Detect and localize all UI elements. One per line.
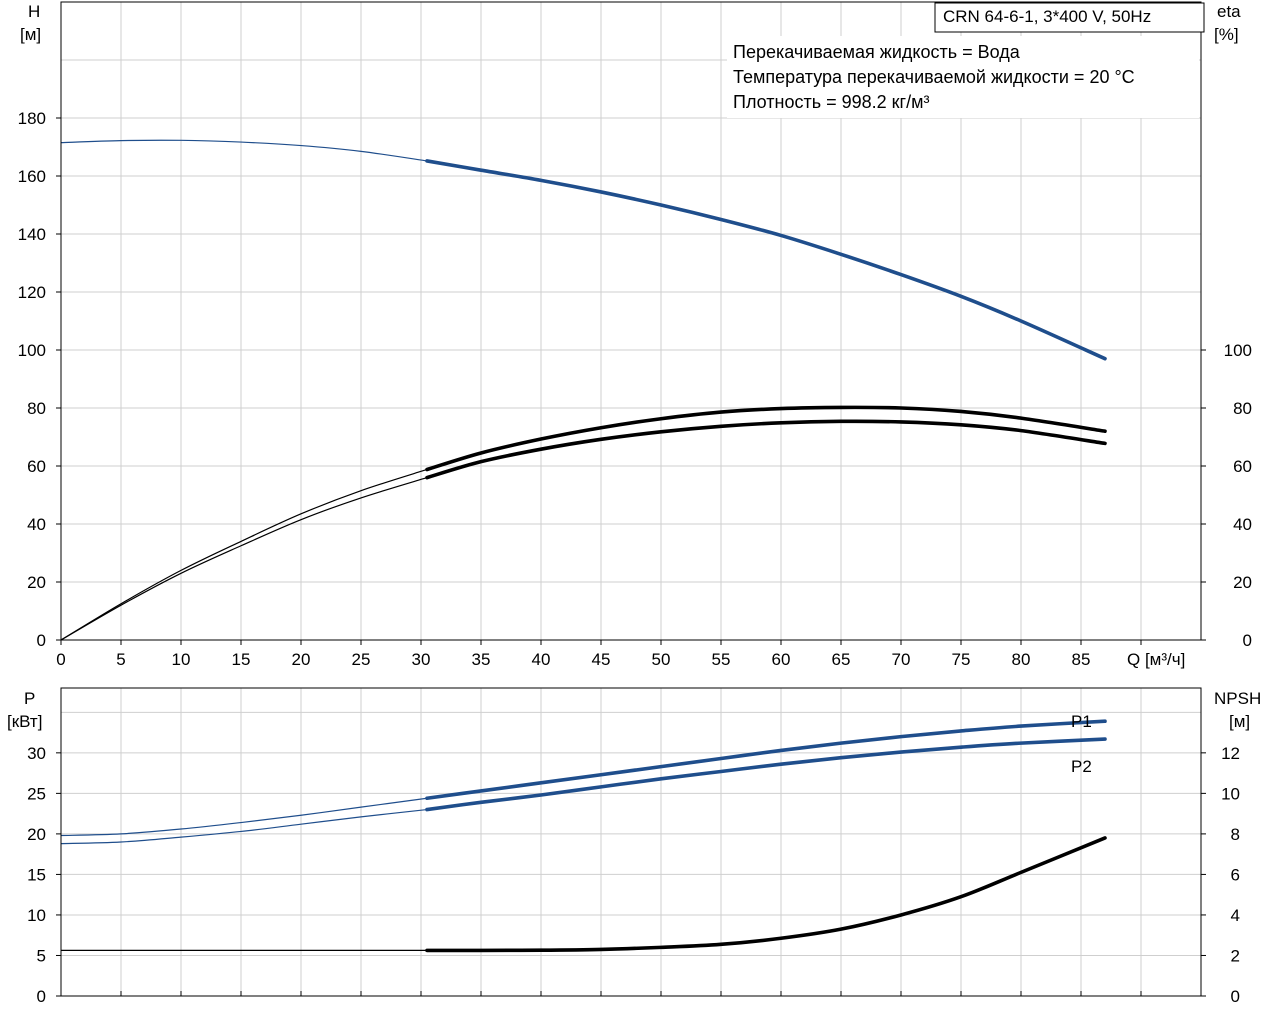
chart-text: 0 5 10 15 20 25 30 35 40 45 50 55 60 65 70 75 80 85 Q [м³/…: [7, 2, 1261, 1006]
bot-p2-line-duty: [425, 737, 1107, 812]
npsh-axis-title: NPSH: [1214, 689, 1261, 708]
x-tick-label: 55: [712, 650, 731, 669]
y-left-tick-label: 20: [27, 573, 46, 592]
p-tick-label: 20: [27, 825, 46, 844]
y-right-tick-label: 60: [1233, 457, 1252, 476]
x-tick-label: 15: [232, 650, 251, 669]
bot-p2-line-low: [60, 808, 428, 845]
y-left-tick-label: 180: [18, 109, 46, 128]
bot-p1-line-duty: [425, 719, 1107, 801]
npsh-tick-label: 6: [1231, 865, 1240, 884]
npsh-tick-label: 4: [1231, 906, 1240, 925]
y-left-tick-label: 120: [18, 283, 46, 302]
x-tick-label: 35: [472, 650, 491, 669]
x-tick-label: 10: [172, 650, 191, 669]
bottom-plot-frame: [60, 687, 1202, 997]
bottom-chart: [60, 687, 1202, 997]
y-left-tick-label: 40: [27, 515, 46, 534]
chart-title: CRN 64-6-1, 3*400 V, 50Hz: [943, 7, 1151, 26]
y-right-tick-label: 40: [1233, 515, 1252, 534]
y-right-axis-title: eta: [1217, 2, 1241, 21]
p-tick-label: 30: [27, 744, 46, 763]
x-tick-label: 40: [532, 650, 551, 669]
y-right-tick-label: 80: [1233, 399, 1252, 418]
x-tick-label: 50: [652, 650, 671, 669]
y-right-tick-label: 20: [1233, 573, 1252, 592]
p-axis-title: P: [24, 689, 35, 708]
y-left-tick-label: 160: [18, 167, 46, 186]
y-left-tick-label: 60: [27, 457, 46, 476]
y-left-tick-label: 0: [37, 631, 46, 650]
p-axis-unit: [кВт]: [7, 712, 42, 731]
p1-series-label: P1: [1071, 712, 1092, 731]
bot-p1-line-low: [60, 797, 428, 837]
p2-series-label: P2: [1071, 757, 1092, 776]
annotation-box: [727, 36, 1199, 118]
x-tick-label: 20: [292, 650, 311, 669]
x-tick-label: 45: [592, 650, 611, 669]
top-plot-frame: [60, 1, 1202, 641]
top-curve-1-line-duty: [425, 405, 1107, 472]
npsh-tick-label: 0: [1231, 987, 1240, 1006]
x-tick-label: 80: [1012, 650, 1031, 669]
npsh-tick-label: 10: [1221, 784, 1240, 803]
x-tick-label: 60: [772, 650, 791, 669]
x-tick-label: 0: [56, 650, 65, 669]
p-tick-label: 25: [27, 784, 46, 803]
title-box: [934, 2, 1205, 33]
x-tick-label: 85: [1072, 650, 1091, 669]
top-curve-1-line-low: [60, 468, 428, 641]
y-left-axis-title: H: [28, 2, 40, 21]
annotation-line: Перекачиваемая жидкость = Вода: [733, 42, 1021, 62]
y-left-tick-label: 80: [27, 399, 46, 418]
top-curve-0-line-low: [60, 139, 428, 162]
x-tick-label: 70: [892, 650, 911, 669]
top-curve-2-line-low: [60, 477, 428, 641]
x-axis-label: Q [м³/ч]: [1127, 650, 1185, 669]
p-tick-label: 0: [37, 987, 46, 1006]
y-right-axis-unit: [%]: [1214, 25, 1239, 44]
top-curve-0-line-duty: [425, 159, 1107, 361]
p-tick-label: 10: [27, 906, 46, 925]
npsh-tick-label: 12: [1221, 744, 1240, 763]
p-tick-label: 5: [37, 946, 46, 965]
y-left-axis-unit: [м]: [20, 25, 41, 44]
npsh-tick-label: 2: [1231, 946, 1240, 965]
annotation-line: Температура перекачиваемой жидкости = 20…: [733, 67, 1135, 87]
x-tick-label: 75: [952, 650, 971, 669]
npsh-tick-label: 8: [1231, 825, 1240, 844]
x-tick-label: 30: [412, 650, 431, 669]
y-left-tick-label: 100: [18, 341, 46, 360]
bot-curve-2-line-duty: [425, 836, 1107, 953]
top-curve-2-line-duty: [425, 419, 1107, 480]
x-tick-label: 5: [116, 650, 125, 669]
y-left-tick-label: 140: [18, 225, 46, 244]
npsh-axis-unit: [м]: [1229, 712, 1250, 731]
y-right-tick-label: 0: [1243, 631, 1252, 650]
x-tick-label: 65: [832, 650, 851, 669]
y-right-tick-label: 100: [1224, 341, 1252, 360]
x-tick-label: 25: [352, 650, 371, 669]
annotation-line: Плотность = 998.2 кг/м³: [733, 92, 929, 112]
p-tick-label: 15: [27, 865, 46, 884]
